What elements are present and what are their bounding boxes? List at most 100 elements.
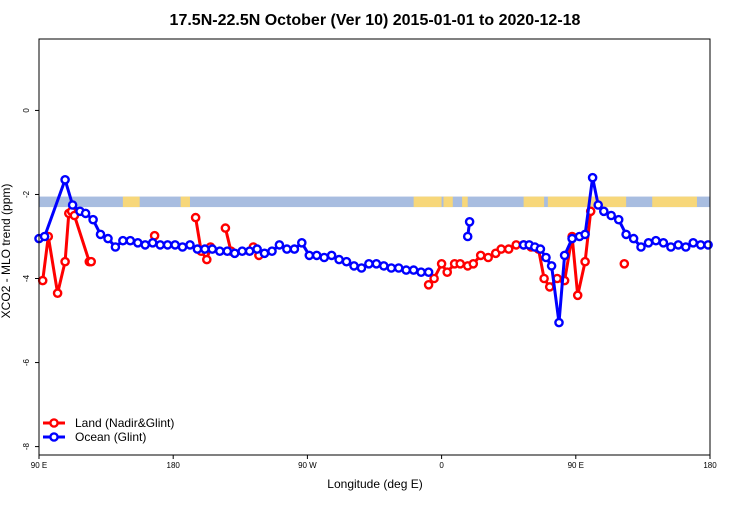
land-band-4 (462, 196, 468, 208)
land-point-1-2 (86, 256, 96, 267)
ocean-point-1-1 (464, 216, 475, 227)
land-point-6-9 (483, 252, 494, 263)
land-point-6-8 (475, 250, 486, 261)
ocean-point-2-27 (703, 240, 713, 250)
land-band-1 (180, 196, 190, 208)
land-point-6-23 (580, 256, 590, 267)
ocean-point-0-48 (401, 265, 412, 275)
ocean-point-2-10 (580, 229, 590, 240)
x-tick-label-2: 90 W (298, 461, 317, 470)
y-tick-label-1: -2 (22, 190, 31, 198)
ocean-point-0-14 (147, 237, 158, 248)
ocean-point-2-3 (535, 244, 546, 254)
ocean-point-0-3 (67, 200, 78, 210)
ocean-point-0-22 (207, 244, 218, 254)
ocean-point-0-27 (244, 246, 255, 256)
ocean-point-2-8 (567, 233, 577, 244)
ocean-point-2-20 (651, 235, 661, 246)
ocean-point-0-16 (162, 240, 173, 250)
ocean-point-0-51 (423, 267, 434, 278)
land-band-3 (443, 196, 453, 208)
ocean-point-2-5 (546, 261, 557, 271)
ocean-point-0-6 (88, 214, 98, 225)
land-point-7-0 (619, 258, 630, 269)
ocean-point-2-4 (541, 252, 551, 263)
ocean-point-0-33 (289, 244, 300, 254)
legend-marker-1 (49, 432, 59, 442)
ocean-point-0-36 (311, 250, 322, 261)
y-axis-label: XCO2 - MLO trend (ppm) (0, 184, 13, 319)
ocean-point-0-5 (80, 208, 91, 219)
ocean-point-0-12 (132, 237, 143, 248)
land-band-7 (652, 196, 697, 208)
ocean-point-0-19 (185, 240, 195, 250)
plot-frame (38, 38, 711, 456)
ocean-point-2-22 (666, 242, 676, 252)
land-point-6-7 (468, 258, 479, 269)
y-tick-label-2: -4 (22, 274, 31, 282)
land-point-0-0 (37, 275, 48, 286)
ocean-point-0-9 (110, 242, 121, 252)
x-tick-label-3: 0 (439, 461, 444, 470)
land-point-3-0 (190, 212, 201, 223)
x-axis-label: Longitude (deg E) (327, 477, 422, 491)
ocean-point-0-43 (364, 258, 374, 269)
ocean-point-0-40 (341, 256, 352, 267)
ocean-point-0-25 (229, 248, 240, 259)
series-layer (34, 172, 713, 328)
ocean-point-2-14 (606, 210, 617, 221)
ocean-point-2-16 (621, 229, 631, 240)
land-point-6-12 (503, 244, 514, 254)
ocean-point-2-12 (593, 200, 604, 210)
legend: Land (Nadir&Glint)Ocean (Glint) (43, 416, 174, 444)
ocean-point-0-26 (237, 246, 247, 256)
ocean-point-0-23 (214, 246, 225, 256)
ocean-point-0-34 (296, 237, 307, 248)
ocean-point-0-15 (155, 240, 165, 250)
land-point-6-1 (429, 273, 439, 284)
x-tick-label-4: 90 E (568, 461, 584, 470)
ocean-point-0-11 (125, 235, 136, 246)
ocean-point-2-18 (636, 242, 646, 252)
y-tick-label-0: 0 (22, 108, 31, 113)
land-band-5 (523, 196, 545, 208)
ocean-point-0-21 (200, 244, 210, 254)
ocean-point-2-23 (673, 240, 684, 250)
ocean-point-2-17 (628, 233, 639, 244)
land-band-0 (122, 196, 140, 208)
ocean-point-0-29 (259, 248, 270, 259)
land-point-6-13 (511, 240, 522, 250)
ocean-point-0-32 (282, 244, 292, 254)
ocean-point-0-38 (326, 250, 337, 261)
ocean-point-0-20 (192, 244, 203, 254)
ocean-point-0-31 (274, 240, 285, 250)
ocean-band (39, 196, 710, 208)
ocean-point-2-19 (643, 237, 654, 248)
ocean-point-0-50 (416, 267, 426, 278)
chart-title: 17.5N-22.5N October (Ver 10) 2015-01-01 … (170, 12, 581, 29)
ocean-point-0-2 (60, 174, 70, 185)
y-tick-label-4: -8 (22, 442, 31, 450)
ocean-point-2-15 (613, 214, 624, 225)
ocean-point-2-24 (681, 242, 691, 252)
land-line-3 (194, 217, 212, 262)
land-point-0-2 (52, 288, 63, 299)
ocean-point-0-1 (39, 231, 50, 242)
legend-label-0: Land (Nadir&Glint) (75, 416, 174, 430)
land-point-4-0 (220, 223, 231, 233)
ocean-point-0-24 (222, 246, 233, 256)
land-point-6-18 (544, 282, 555, 292)
legend-marker-0 (49, 418, 59, 428)
ocean-point-0-44 (371, 258, 382, 269)
land-point-6-2 (436, 258, 447, 269)
land-point-0-3 (60, 256, 70, 267)
land-point-3-2 (201, 254, 212, 265)
ocean-point-0-35 (304, 250, 315, 261)
legend-label-1: Ocean (Glint) (75, 430, 146, 444)
land-line-1 (72, 215, 92, 264)
ocean-point-2-6 (554, 317, 564, 328)
land-point-6-17 (539, 273, 549, 284)
land-point-6-5 (455, 258, 466, 269)
